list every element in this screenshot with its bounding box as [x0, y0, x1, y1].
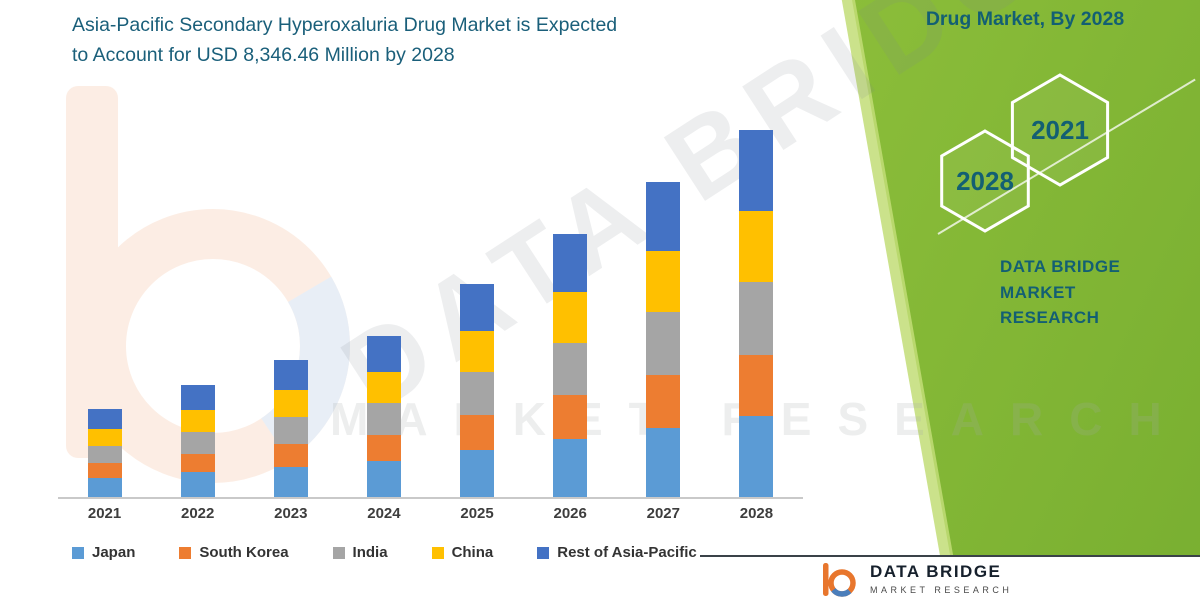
bar-segment-2025-india [460, 372, 495, 415]
hexagon-2028-shape [940, 129, 1030, 233]
bar-segment-2021-rest-of-asia-pacific [87, 409, 122, 429]
bar-segment-2026-south-korea [553, 395, 588, 439]
databridge-logo-icon [823, 563, 856, 597]
bar-segment-2022-south-korea [180, 453, 215, 473]
x-axis-label-2027: 2027 [646, 505, 680, 522]
legend-label-japan: Japan [92, 544, 136, 561]
bar-2023 [273, 359, 308, 497]
legend-item-south-korea: South Korea [179, 544, 289, 561]
bar-segment-2022-japan [180, 472, 215, 497]
footer-brand-sub: MARKET RESEARCH [870, 585, 1013, 595]
bar-segment-2023-rest-of-asia-pacific [273, 359, 308, 391]
bar-2022 [180, 385, 215, 497]
footer-logo-block: DATA BRIDGE MARKET RESEARCH [820, 562, 1012, 598]
bar-segment-2023-japan [273, 466, 308, 497]
legend-swatch-south-korea [179, 546, 192, 559]
bar-2024 [366, 335, 401, 497]
bar-segment-2025-rest-of-asia-pacific [460, 284, 495, 332]
bar-segment-2022-india [180, 431, 215, 454]
hexagon-2028-label: 2028 [956, 166, 1014, 196]
bar-segment-2027-rest-of-asia-pacific [646, 181, 681, 252]
x-axis-label-2024: 2024 [367, 505, 401, 522]
stacked-bar-chart: 2021 2022 2023 2024 2025 2026 2027 2028 Japan So… [58, 88, 803, 561]
year-hexagons: 2028 2021 [940, 73, 1110, 233]
bar-segment-2024-china [366, 371, 401, 403]
footer-brand-text: DATA BRIDGE MARKET RESEARCH [870, 562, 1012, 595]
bar-segment-2027-south-korea [646, 375, 681, 428]
x-axis-label-2023: 2023 [274, 505, 308, 522]
bar-segment-2027-japan [646, 427, 681, 497]
bar-segment-2028-india [739, 282, 774, 356]
legend-swatch-japan [72, 546, 84, 559]
bar-2025 [460, 284, 495, 497]
brand-line1: DATA BRIDGE MARKET [1000, 257, 1121, 302]
legend-swatch-china [431, 546, 444, 559]
hexagon-2021-shape [1010, 73, 1110, 187]
plot-area [58, 88, 803, 499]
legend-item-india: India [332, 544, 388, 561]
side-panel-brand: DATA BRIDGE MARKET RESEARCH [1000, 254, 1200, 331]
bar-segment-2023-south-korea [273, 444, 308, 467]
legend-swatch-rest-of-asia-pacific [537, 546, 550, 559]
legend-swatch-india [332, 546, 345, 559]
page-title-line1: Asia-Pacific Secondary Hyperoxaluria Dru… [72, 14, 618, 36]
x-axis-label-2021: 2021 [87, 505, 122, 522]
bar-segment-2023-india [273, 416, 308, 445]
bar-segment-2027-china [646, 251, 681, 313]
bar-segment-2022-rest-of-asia-pacific [180, 385, 215, 411]
legend-label-india: India [352, 544, 388, 561]
bar-segment-2028-china [739, 211, 774, 283]
bar-segment-2021-china [87, 428, 122, 446]
legend-item-japan: Japan [72, 544, 135, 561]
bar-segment-2024-india [366, 402, 401, 435]
legend-label-china: China [451, 544, 494, 561]
x-axis-label-2022: 2022 [181, 505, 215, 522]
legend-label-rest-of-asia-pacific: Rest of Asia-Pacific [557, 544, 697, 561]
legend-item-rest-of-asia-pacific: Rest of Asia-Pacific [537, 544, 697, 561]
footer-divider-line [700, 555, 1200, 557]
bar-2027 [646, 181, 681, 497]
bar-segment-2024-japan [366, 461, 401, 497]
bar-segment-2028-japan [739, 416, 774, 497]
bar-segment-2025-south-korea [460, 414, 495, 450]
hexagon-2021-label: 2021 [1031, 115, 1089, 145]
bar-segment-2021-japan [87, 477, 122, 497]
bar-segment-2027-india [646, 312, 681, 376]
bar-segment-2026-rest-of-asia-pacific [553, 233, 588, 293]
bar-segment-2021-south-korea [87, 463, 122, 478]
legend-label-south-korea: South Korea [199, 544, 289, 561]
x-axis-labels: 2021 2022 2023 2024 2025 2026 2027 2028 [58, 505, 803, 522]
bar-2028 [739, 130, 774, 497]
brand-line2: RESEARCH [1000, 308, 1100, 327]
x-axis-label-2025: 2025 [460, 505, 494, 522]
bar-segment-2026-japan [553, 438, 588, 497]
bar-segment-2025-china [460, 331, 495, 373]
bar-2026 [553, 233, 588, 497]
bar-segment-2028-rest-of-asia-pacific [739, 130, 774, 212]
bar-segment-2025-japan [460, 449, 495, 497]
bar-segment-2022-china [180, 410, 215, 432]
bar-segment-2028-south-korea [739, 355, 774, 417]
bar-segment-2021-india [87, 445, 122, 464]
bar-segment-2024-south-korea [366, 434, 401, 462]
x-axis-label-2028: 2028 [739, 505, 774, 522]
page-title: Asia-Pacific Secondary Hyperoxaluria Dru… [72, 10, 617, 70]
legend: Japan South Korea India China Rest of Asia-P… [58, 544, 803, 561]
bar-2021 [87, 409, 122, 497]
bar-segment-2026-india [553, 342, 588, 396]
bar-segment-2023-china [273, 390, 308, 417]
footer-brand: DATA BRIDGE [870, 562, 1002, 581]
bar-segment-2024-rest-of-asia-pacific [366, 335, 401, 372]
page-title-line2: to Account for USD 8,346.46 Million by 2… [72, 44, 455, 67]
legend-item-china: China [431, 544, 494, 561]
bar-segment-2026-china [553, 292, 588, 343]
side-panel-heading: Drug Market, By 2028 [925, 8, 1125, 30]
x-axis-label-2026: 2026 [553, 505, 587, 522]
